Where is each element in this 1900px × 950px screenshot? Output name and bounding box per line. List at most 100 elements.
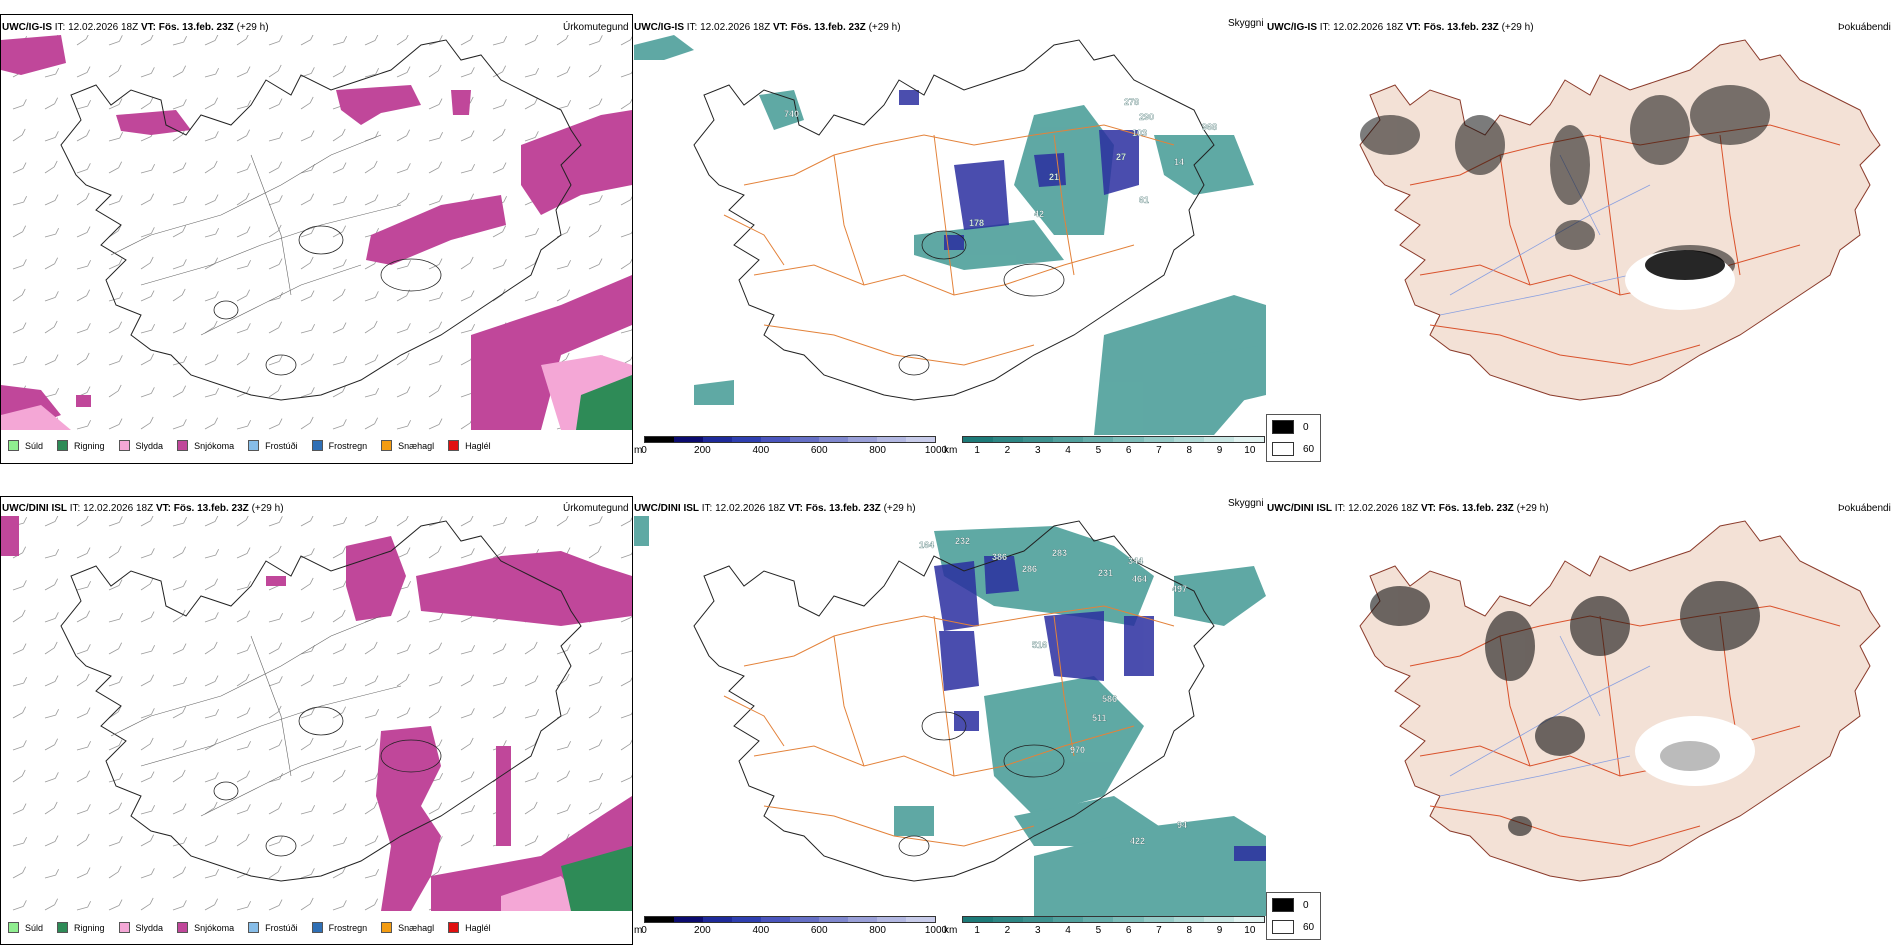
wind-barb — [12, 355, 27, 366]
wind-barb — [108, 545, 122, 559]
wind-barb — [12, 609, 26, 623]
wind-barb — [44, 548, 59, 559]
wind-barb — [556, 516, 569, 527]
wind-barb — [332, 162, 347, 174]
wind-barb — [108, 161, 123, 174]
wind-barb — [300, 256, 314, 270]
wind-barb — [332, 580, 347, 591]
colorbar-tick-label: 3 — [1034, 445, 1041, 456]
wind-barb — [204, 417, 219, 430]
wind-barb — [460, 548, 475, 559]
wind-barb — [236, 129, 251, 142]
wind-barb — [108, 98, 123, 110]
colorbar-segment — [761, 437, 790, 442]
wind-barb — [268, 321, 283, 334]
colorbar-segment — [1233, 437, 1264, 442]
colorbar-segment — [1083, 437, 1114, 442]
colorbar-tick-label: 9 — [1216, 925, 1223, 936]
visibility-m-unit: m — [634, 445, 643, 456]
wind-barb — [332, 385, 347, 398]
wind-barb — [588, 802, 603, 815]
visibility-value-labels: 164 232 386 283 231 344 464 497 286 516 586 511 970 4… — [919, 536, 1187, 846]
wind-barb — [236, 707, 251, 719]
legend-swatch — [381, 922, 393, 933]
wind-barb — [140, 868, 155, 879]
precip-legend-item: Rigning — [57, 922, 105, 933]
wind-barb — [140, 516, 154, 527]
wind-barb — [76, 867, 91, 879]
wind-barb — [76, 35, 89, 46]
legend-label: Snjókoma — [194, 440, 235, 451]
legend-swatch — [8, 440, 19, 451]
wind-barb — [236, 610, 251, 623]
wind-barb — [460, 163, 475, 174]
wind-barb — [76, 323, 91, 334]
wind-barb — [12, 866, 27, 879]
wind-barb — [44, 835, 59, 847]
legend-label: Frostregn — [328, 440, 368, 451]
wind-barb — [12, 706, 27, 719]
wind-barb — [396, 129, 411, 142]
wind-barb — [364, 708, 379, 719]
wind-barb — [524, 291, 539, 302]
wind-barb — [588, 98, 603, 110]
wind-barb — [76, 516, 89, 527]
wind-barb — [620, 196, 632, 206]
colorbar-tick-label: 2 — [1004, 445, 1011, 456]
wind-barb — [268, 899, 283, 911]
wind-barb — [12, 900, 27, 911]
wind-barb — [396, 163, 411, 174]
wind-barb — [588, 545, 602, 559]
wind-barb — [556, 804, 571, 815]
wind-barb — [140, 193, 155, 206]
colorbar-segment — [1113, 437, 1144, 442]
wind-barb — [140, 416, 154, 430]
wind-barb — [460, 674, 475, 687]
colorbar-tick-label: 5 — [1095, 445, 1102, 456]
wind-barb — [12, 740, 27, 751]
panel-title-fog: Þokuábendi — [1838, 503, 1891, 514]
wind-barb — [620, 36, 632, 46]
wind-barb — [236, 35, 249, 46]
wind-barb — [332, 35, 347, 46]
wind-barb — [428, 676, 443, 687]
wind-barb — [204, 97, 219, 110]
wind-barb — [236, 833, 250, 847]
run-info-header: UWC/IG-IS IT: 12.02.2026 18Z VT: Fös. 13… — [634, 22, 901, 33]
wind-barb — [204, 612, 219, 623]
wind-barb — [44, 641, 58, 655]
wind-barb — [44, 354, 59, 366]
colorbar-tick-label: 10 — [1244, 925, 1256, 936]
legend-swatch — [57, 440, 69, 451]
wind-barb — [300, 290, 315, 302]
wind-barb — [236, 163, 251, 174]
colorbar-segment — [963, 917, 994, 922]
wind-barb — [428, 291, 443, 302]
visibility-value-labels: 740 290 968 103 278 27 14 21 178 42 61 — [784, 97, 1217, 228]
wind-barb — [236, 770, 251, 783]
wind-barb — [108, 676, 123, 687]
colorbar-tick-label: 600 — [810, 925, 828, 936]
wind-barb — [76, 707, 91, 719]
wind-barb — [108, 865, 122, 879]
precip-type-map — [1, 35, 632, 430]
colorbar-tick-label: 1000 — [924, 925, 948, 936]
precip-legend-item: Haglél — [448, 922, 491, 933]
legend-swatch — [248, 440, 260, 451]
wind-barb — [460, 130, 475, 142]
wind-barb — [44, 320, 58, 334]
wind-barb — [204, 516, 219, 527]
snow-areas — [1, 35, 632, 430]
colorbar-tick-label: 8 — [1186, 925, 1193, 936]
wind-barb — [44, 387, 59, 398]
wind-barb — [44, 738, 59, 751]
wind-barb — [76, 226, 91, 238]
precip-legend-item: Snæhagl — [381, 440, 434, 451]
wind-barb — [588, 772, 603, 783]
wind-barb — [300, 227, 315, 238]
visibility-value-label: 516 — [1032, 640, 1047, 650]
wind-barb — [492, 162, 507, 174]
fog-map — [1300, 516, 1900, 916]
wind-barb — [620, 98, 632, 110]
wind-barb — [172, 65, 187, 78]
